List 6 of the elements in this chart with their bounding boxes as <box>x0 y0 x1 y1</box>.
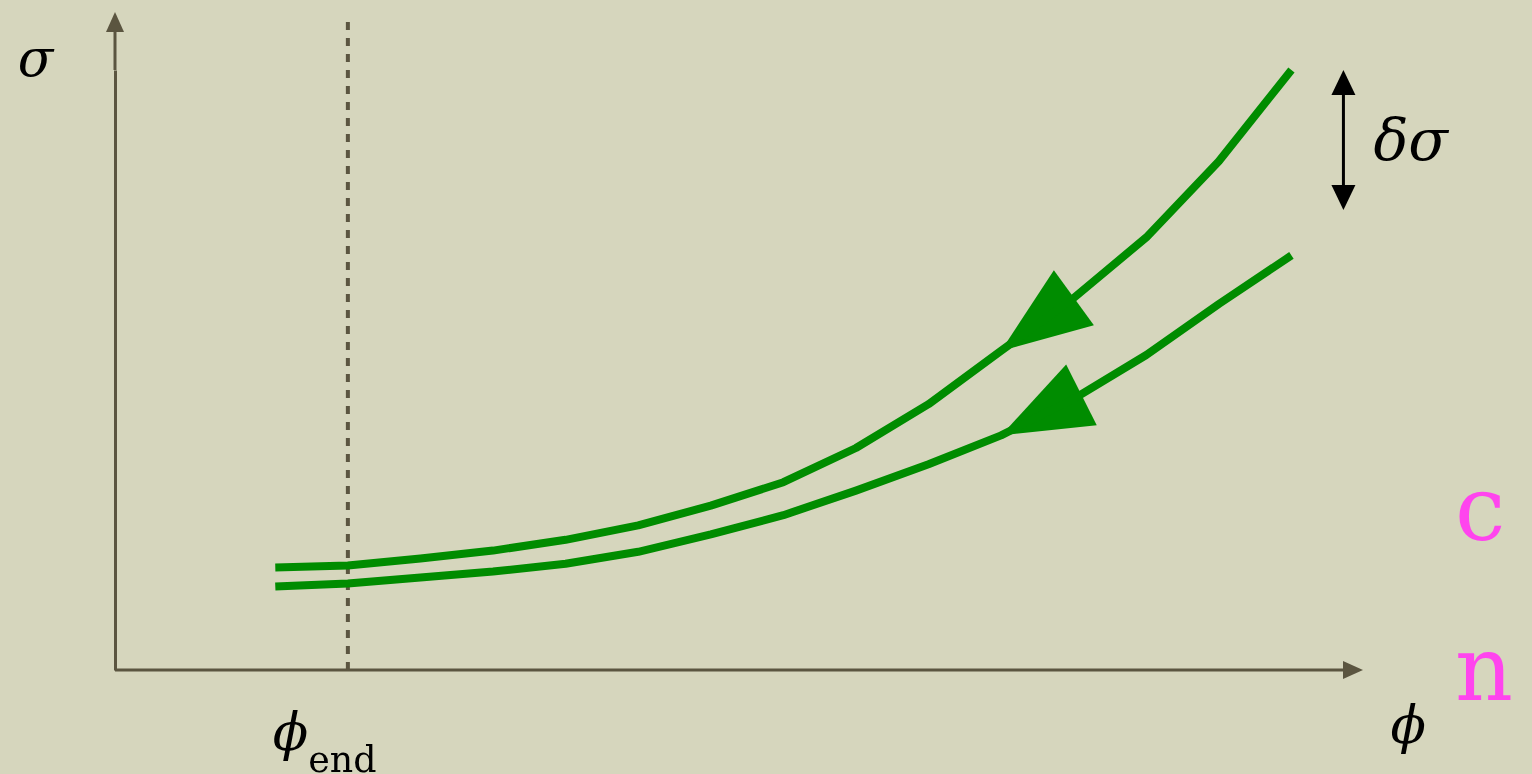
text: δσ <box>1373 106 1450 174</box>
x-axis-title: ϕ <box>1390 694 1426 755</box>
text: n <box>1455 616 1513 721</box>
y-axis-title: σ <box>17 27 55 88</box>
text: ϕ$_{end}$ <box>272 702 377 774</box>
text: c <box>1455 456 1506 561</box>
